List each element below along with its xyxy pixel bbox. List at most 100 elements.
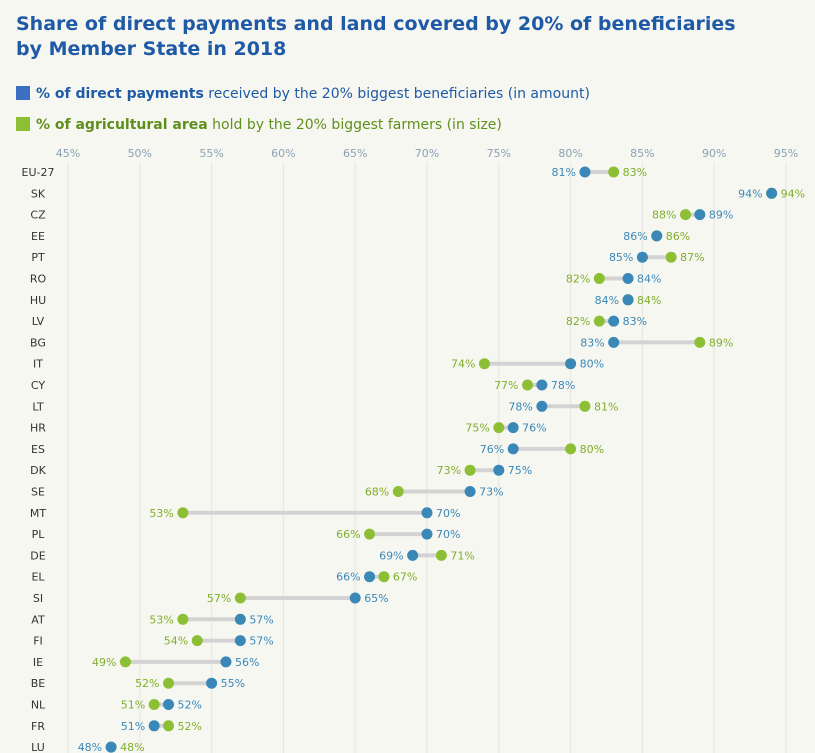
x-tick-label: 55% (199, 147, 223, 160)
payments-point (507, 443, 519, 455)
area-value-label: 82% (566, 315, 590, 328)
category-label: IT (33, 358, 43, 371)
area-value-label: 67% (393, 571, 417, 584)
payments-value-label: 75% (508, 464, 532, 477)
x-tick-label: 60% (271, 147, 295, 160)
legend-payments-rest: received by the 20% biggest beneficiarie… (203, 86, 590, 102)
area-value-label: 87% (680, 251, 704, 264)
area-point (191, 635, 203, 647)
payments-value-label: 55% (221, 677, 245, 690)
area-point (378, 571, 390, 583)
area-point (608, 166, 620, 178)
payments-value-label: 57% (249, 635, 273, 648)
payments-value-label: 94% (738, 187, 762, 200)
payments-point (493, 464, 505, 476)
area-point (163, 720, 175, 732)
payments-value-label: 66% (336, 571, 360, 584)
area-value-label: 80% (580, 443, 604, 456)
payments-point (622, 294, 634, 306)
payments-point (349, 592, 361, 604)
area-point (579, 400, 591, 412)
payments-point (163, 699, 175, 710)
legend-item-area: % of agricultural area hold by the 20% b… (16, 117, 502, 133)
payments-point (622, 273, 634, 284)
area-value-label: 94% (781, 187, 805, 200)
payments-point (234, 635, 246, 647)
area-value-label: 54% (164, 635, 188, 648)
payments-point (206, 677, 218, 689)
area-point (163, 677, 175, 689)
payments-value-label: 83% (580, 336, 604, 349)
area-value-label: 66% (336, 528, 360, 541)
payments-value-label: 81% (552, 166, 576, 179)
payments-value-label: 76% (522, 422, 546, 435)
area-point (493, 422, 505, 434)
category-label: EU-27 (22, 166, 55, 179)
category-label: SE (31, 486, 45, 499)
area-point (177, 507, 189, 519)
payments-value-label: 83% (623, 315, 647, 328)
payments-value-label: 86% (623, 230, 647, 243)
area-point (464, 464, 476, 476)
x-tick-label: 80% (558, 147, 582, 160)
area-value-label: 73% (437, 464, 461, 477)
area-value-label: 81% (594, 400, 618, 413)
area-value-label: 89% (709, 336, 733, 349)
x-tick-label: 85% (630, 147, 654, 160)
payments-point (565, 358, 577, 370)
area-value-label: 75% (465, 422, 489, 435)
payments-value-label: 69% (379, 549, 403, 562)
x-tick-label: 95% (774, 147, 798, 160)
area-swatch (16, 117, 30, 131)
area-point (177, 613, 189, 625)
category-label: AT (31, 613, 45, 626)
payments-point (608, 336, 620, 348)
category-label: SK (31, 187, 46, 200)
title-line-2: by Member State in 2018 (16, 38, 287, 60)
payments-point (234, 613, 246, 625)
payments-point (421, 507, 433, 519)
category-label: EE (31, 230, 45, 243)
category-label: MT (30, 507, 46, 520)
area-value-label: 53% (149, 507, 173, 520)
category-label: HU (30, 294, 46, 307)
category-label: FI (33, 635, 43, 648)
area-point (119, 656, 131, 668)
payments-value-label: 78% (508, 400, 532, 413)
category-label: BE (31, 677, 46, 690)
x-tick-label: 45% (56, 147, 80, 160)
area-value-label: 77% (494, 379, 518, 392)
x-tick-label: 65% (343, 147, 367, 160)
payments-point (105, 741, 117, 753)
payments-point (579, 166, 591, 178)
title-line-1: Share of direct payments and land covere… (16, 13, 736, 35)
area-value-label: 68% (365, 486, 389, 499)
payments-value-label: 52% (178, 699, 202, 712)
area-point (392, 486, 404, 497)
payments-point (220, 656, 232, 668)
payments-value-label: 78% (551, 379, 575, 392)
legend-area-bold: % of agricultural area (36, 117, 208, 133)
category-label: DE (30, 549, 45, 562)
category-label: DK (30, 464, 46, 477)
area-value-label: 52% (178, 720, 202, 733)
area-value-label: 84% (637, 294, 661, 307)
category-label: ES (31, 443, 45, 456)
area-value-label: 49% (92, 656, 116, 669)
x-tick-label: 70% (415, 147, 439, 160)
payments-point (364, 571, 376, 583)
area-value-label: 52% (135, 677, 159, 690)
payments-point (651, 230, 663, 242)
payments-value-label: 85% (609, 251, 633, 264)
payments-point (766, 187, 778, 199)
payments-point (536, 400, 548, 412)
category-label: NL (31, 699, 46, 712)
payments-value-label: 84% (637, 273, 661, 286)
category-label: BG (30, 336, 46, 349)
legend-item-payments: % of direct payments received by the 20%… (16, 86, 590, 102)
area-point (478, 358, 490, 370)
payments-point (148, 720, 160, 732)
payments-value-label: 48% (78, 741, 102, 753)
area-point (565, 443, 577, 455)
